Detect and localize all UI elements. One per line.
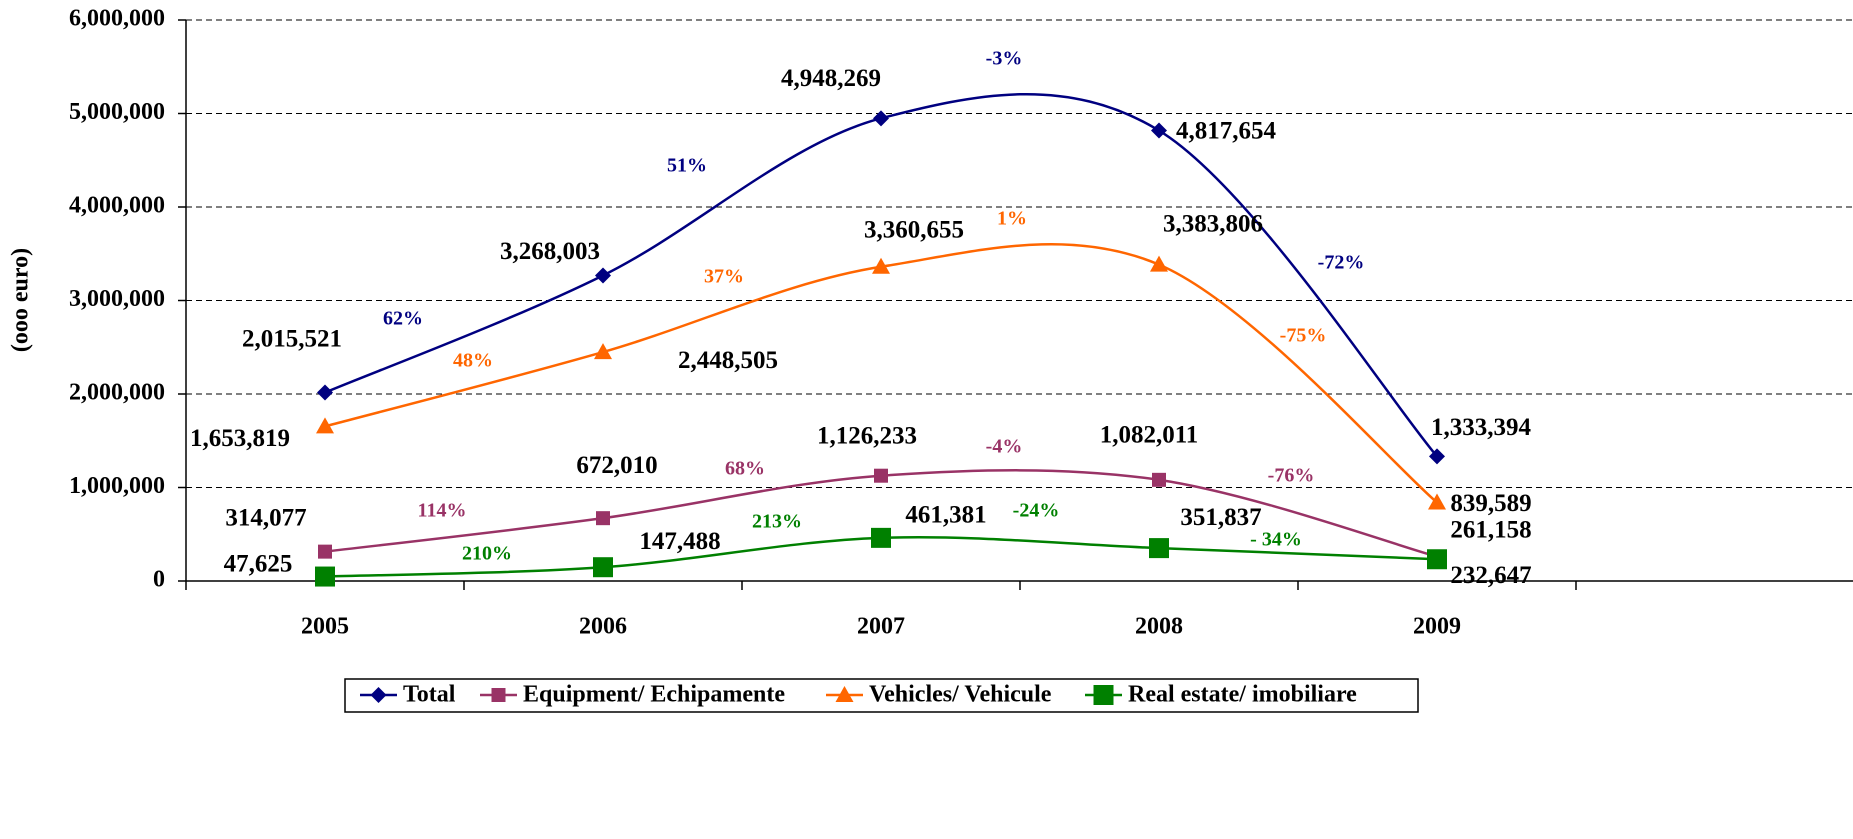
value-label: 3,268,003 [500, 238, 600, 265]
marker [315, 566, 335, 587]
change-label: - 34% [1250, 529, 1302, 551]
value-label: 261,158 [1450, 516, 1531, 543]
change-label: -24% [1013, 500, 1060, 522]
change-label: 51% [667, 155, 707, 177]
change-label: 213% [752, 511, 802, 533]
change-label: -72% [1318, 252, 1365, 274]
value-label: 4,948,269 [781, 65, 881, 92]
x-tick-label: 2006 [579, 614, 627, 640]
change-label: 62% [383, 308, 423, 330]
change-label: 48% [453, 350, 493, 372]
change-label: 37% [704, 266, 744, 288]
value-label: 1,126,233 [817, 422, 917, 449]
legend-label: Total [403, 682, 456, 708]
value-label: 147,488 [639, 528, 720, 555]
value-label: 672,010 [576, 452, 657, 479]
value-label: 1,082,011 [1100, 422, 1199, 449]
value-label: 3,383,806 [1163, 210, 1263, 237]
change-label: 1% [997, 208, 1027, 230]
marker [593, 557, 613, 578]
value-label: 1,333,394 [1431, 414, 1532, 441]
marker [596, 511, 610, 526]
series-line [324, 242, 1438, 504]
marker [1152, 472, 1166, 487]
marker [318, 544, 332, 559]
y-tick-label: 4,000,000 [69, 193, 165, 219]
x-tick-label: 2008 [1135, 614, 1183, 640]
legend-marker [370, 687, 387, 703]
marker [1427, 549, 1447, 570]
change-label: -4% [986, 436, 1023, 458]
marker [316, 417, 334, 434]
change-label: -3% [986, 48, 1023, 70]
change-label: -76% [1268, 465, 1315, 487]
x-tick-label: 2007 [857, 614, 905, 640]
legend-box [344, 678, 1419, 713]
value-label: 461,381 [905, 502, 986, 529]
y-tick-label: 1,000,000 [69, 473, 165, 499]
marker [871, 527, 891, 548]
value-label: 2,015,521 [242, 325, 342, 352]
x-tick-label: 2009 [1413, 614, 1461, 640]
marker [872, 257, 890, 274]
legend-marker [835, 686, 854, 702]
legend-label: Real estate/ imobiliare [1128, 682, 1357, 708]
y-tick-label: 6,000,000 [69, 6, 165, 32]
legend-label: Equipment/ Echipamente [523, 682, 785, 708]
marker [1429, 448, 1445, 465]
value-label: 3,360,655 [864, 217, 964, 244]
change-label: 68% [725, 458, 765, 480]
change-label: 114% [418, 500, 467, 522]
change-label: 210% [462, 543, 512, 565]
y-tick-label: 3,000,000 [69, 286, 165, 312]
value-label: 351,837 [1180, 504, 1261, 531]
marker [1428, 493, 1446, 510]
marker [1150, 255, 1168, 272]
marker [595, 267, 611, 284]
legend-marker [1093, 685, 1114, 705]
value-label: 47,625 [224, 550, 293, 577]
value-label: 839,589 [1450, 490, 1531, 517]
value-label: 4,817,654 [1176, 117, 1277, 144]
legend-marker [491, 688, 506, 702]
y-tick-label: 5,000,000 [69, 99, 165, 125]
marker [594, 343, 612, 360]
value-label: 232,647 [1450, 562, 1531, 589]
marker [874, 468, 888, 483]
y-tick-label: 2,000,000 [69, 380, 165, 406]
change-label: -75% [1280, 325, 1327, 347]
marker [1149, 538, 1169, 559]
series-line [324, 93, 1438, 458]
y-tick-label: 0 [153, 567, 165, 593]
marker [873, 110, 889, 127]
value-label: 314,077 [225, 504, 306, 531]
marker [1151, 122, 1167, 139]
legend-label: Vehicles/ Vehicule [869, 682, 1052, 708]
x-tick-label: 2005 [301, 614, 349, 640]
marker [317, 384, 333, 401]
y-axis-label: (ooo euro) [8, 248, 34, 352]
value-label: 2,448,505 [678, 347, 778, 374]
value-label: 1,653,819 [190, 425, 290, 452]
